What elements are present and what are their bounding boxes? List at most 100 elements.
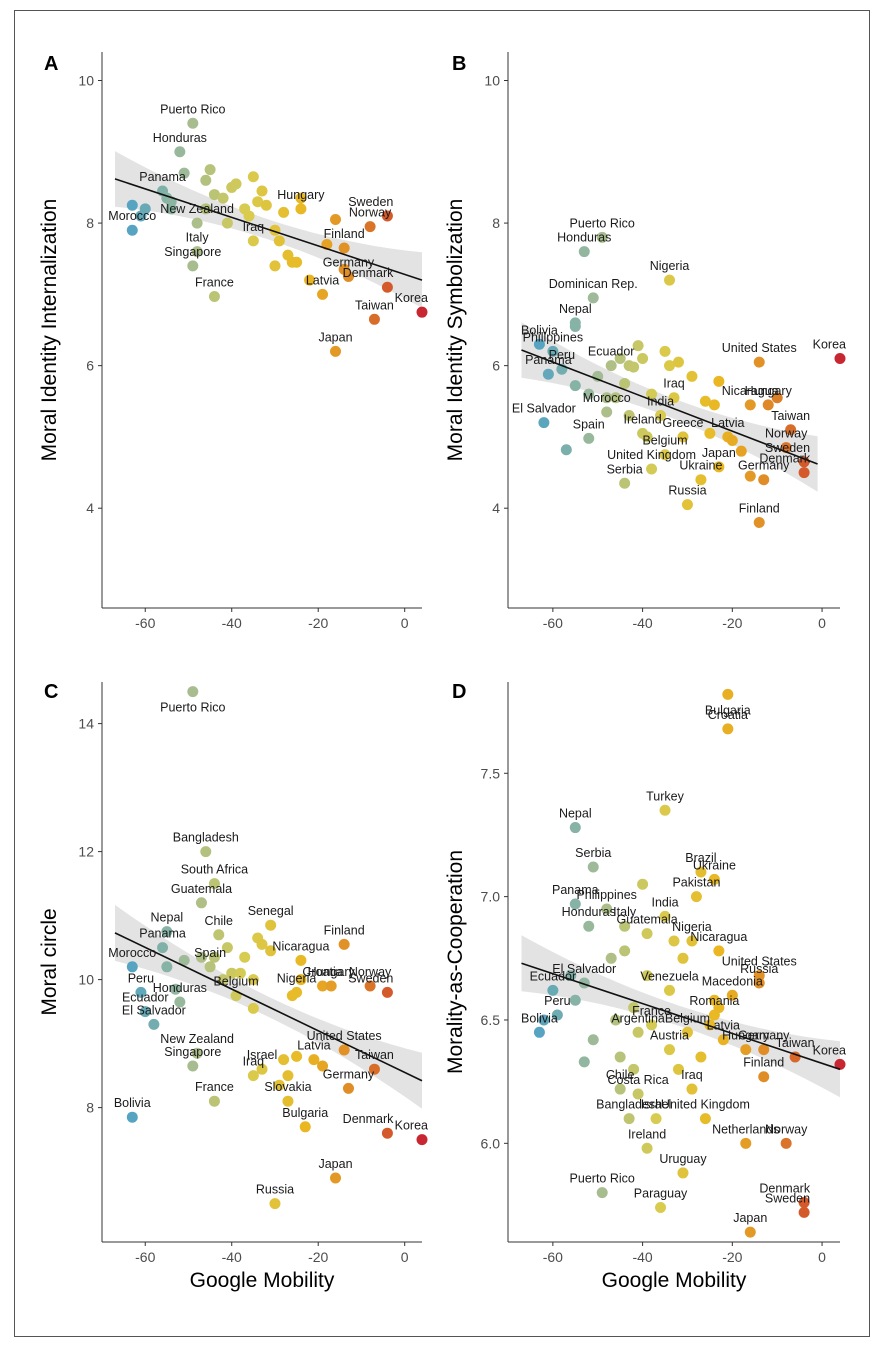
- data-point: [161, 926, 173, 938]
- data-point: [174, 146, 186, 158]
- point-label: Hungary: [308, 965, 356, 979]
- data-point: [126, 961, 138, 973]
- data-point: [247, 1070, 259, 1082]
- data-point: [338, 242, 350, 254]
- point-label: Russia: [668, 484, 706, 498]
- data-point: [282, 1070, 294, 1082]
- point-label: Latvia: [707, 1019, 740, 1033]
- data-point: [596, 231, 608, 243]
- data-point: [717, 1034, 729, 1046]
- data-point: [587, 1034, 599, 1046]
- point-label: Ireland: [628, 1127, 666, 1141]
- x-tick-label: -20: [722, 1249, 742, 1265]
- point-label: New Zealand: [160, 202, 234, 216]
- panel-letter-d: D: [452, 681, 466, 703]
- data-point: [681, 499, 693, 511]
- point-label: Honduras: [557, 231, 611, 245]
- data-point: [610, 392, 622, 404]
- data-point: [200, 846, 212, 858]
- y-axis-title: Moral circle: [38, 908, 61, 1015]
- point-label: India: [651, 895, 678, 909]
- data-point: [578, 246, 590, 258]
- data-point: [187, 686, 199, 698]
- data-point: [299, 1121, 311, 1133]
- data-point: [187, 1060, 199, 1072]
- data-point: [646, 463, 658, 475]
- point-label: Spain: [573, 417, 605, 431]
- x-tick-label: -40: [222, 615, 242, 631]
- point-label: Latvia: [306, 273, 339, 287]
- point-label: Iraq: [243, 1055, 265, 1069]
- x-tick-label: -60: [543, 1249, 563, 1265]
- point-label: Japan: [733, 1211, 767, 1225]
- data-point: [672, 1063, 684, 1075]
- point-label: Morocco: [583, 391, 631, 405]
- point-label: Korea: [395, 1119, 428, 1133]
- point-label: Israel: [641, 1098, 672, 1112]
- data-point: [605, 360, 617, 372]
- data-point: [605, 952, 617, 964]
- data-point: [699, 1113, 711, 1125]
- point-label: Nicaragua: [722, 384, 779, 398]
- point-label: Russia: [256, 1183, 294, 1197]
- data-point: [195, 951, 207, 963]
- data-point: [672, 356, 684, 368]
- point-label: Chile: [205, 914, 234, 928]
- data-point: [677, 1167, 689, 1179]
- point-label: Taiwan: [355, 1048, 394, 1062]
- data-point: [260, 199, 272, 211]
- data-point: [659, 804, 671, 816]
- data-point: [330, 345, 342, 357]
- data-point: [533, 1026, 545, 1038]
- data-point: [368, 313, 380, 325]
- point-label: France: [632, 1004, 671, 1018]
- data-point: [699, 395, 711, 407]
- trend-line: [114, 178, 423, 281]
- point-label: Panama: [139, 927, 186, 941]
- point-label: Panama: [139, 170, 186, 184]
- point-label: Sweden: [348, 195, 393, 209]
- point-label: Nepal: [559, 302, 592, 316]
- data-point: [632, 1026, 644, 1038]
- data-point: [126, 1111, 138, 1123]
- point-label: Uruguay: [659, 1152, 707, 1166]
- y-tick-label: 10: [78, 972, 94, 988]
- y-tick-label: 6: [492, 358, 500, 374]
- panel-letter-a: A: [44, 53, 58, 75]
- point-label: Panama: [552, 883, 599, 897]
- data-point: [200, 174, 212, 186]
- data-point: [619, 477, 631, 489]
- data-point: [664, 1044, 676, 1056]
- data-point: [195, 897, 207, 909]
- data-point: [170, 983, 182, 995]
- point-label: Sweden: [765, 441, 810, 455]
- data-point: [538, 1014, 550, 1026]
- x-tick-label: -20: [308, 1249, 328, 1265]
- data-point: [381, 210, 393, 222]
- data-point: [547, 345, 559, 357]
- data-point: [744, 470, 756, 482]
- x-tick-label: 0: [818, 1249, 826, 1265]
- point-label: Turkey: [646, 789, 684, 803]
- data-point: [681, 1026, 693, 1038]
- point-label: Germany: [323, 1067, 375, 1081]
- point-label: El Salvador: [552, 962, 616, 976]
- data-point: [569, 380, 581, 392]
- data-point: [753, 516, 765, 528]
- point-label: Pakistan: [672, 876, 720, 890]
- data-point: [583, 432, 595, 444]
- x-tick-label: -60: [135, 615, 155, 631]
- point-label: Hungary: [277, 188, 325, 202]
- point-label: Iraq: [663, 377, 685, 391]
- point-label: Venezuela: [640, 969, 698, 983]
- point-label: Bolivia: [521, 323, 558, 337]
- x-tick-label: 0: [818, 615, 826, 631]
- x-tick-label: -40: [222, 1249, 242, 1265]
- data-point: [601, 392, 613, 404]
- data-point: [178, 167, 190, 179]
- point-label: Russia: [740, 962, 778, 976]
- x-axis-title: Google Mobility: [190, 1269, 335, 1292]
- data-point: [762, 399, 774, 411]
- point-label: Netherlands: [712, 1122, 779, 1136]
- point-label: Bolivia: [114, 1096, 151, 1110]
